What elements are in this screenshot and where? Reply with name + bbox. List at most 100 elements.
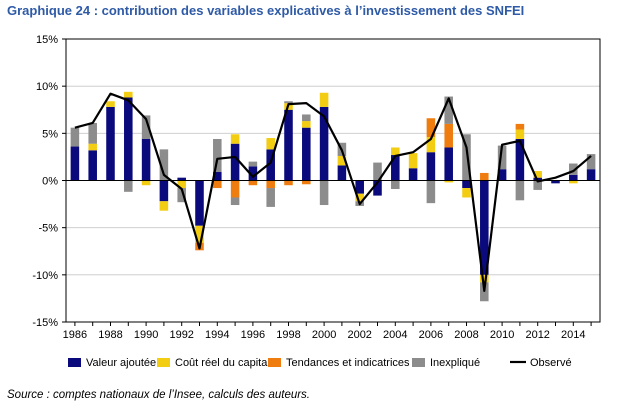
bar-va-1992	[177, 177, 186, 181]
bar-cout-2014	[569, 180, 578, 184]
x-axis-ticks: 1986 1988 1990 1992 1994 1996 1998 2000 2002 2004…	[63, 322, 592, 341]
bar-cout-2000	[319, 92, 329, 107]
bar-cout-2012	[533, 171, 542, 178]
y-axis-ticks: 15% 10% 5% 0% -5% -10% -15%	[32, 34, 66, 329]
bar-cout-2005	[408, 153, 418, 169]
bar-tend-2011	[515, 123, 525, 130]
bar-va-1990	[141, 138, 151, 181]
bar-va-2011	[515, 138, 525, 181]
bar-cout-1989	[124, 91, 133, 98]
legend-label-inex: Inexpliqué	[430, 357, 480, 369]
bar-cout-2001	[337, 155, 347, 166]
bar-va-1997	[266, 149, 275, 181]
bar-va-2004	[391, 155, 400, 181]
bar-va-2007	[444, 147, 453, 181]
bar-va-1988	[106, 106, 115, 181]
bar-inex-2010	[497, 145, 507, 170]
x-tick-label: 2004	[383, 329, 407, 341]
x-tick-label: 1988	[98, 329, 122, 341]
bar-va-1998	[284, 109, 293, 181]
bar-va-1995	[230, 143, 240, 181]
y-tick-label: -5%	[38, 223, 58, 235]
bar-tend-1998	[284, 180, 293, 186]
y-tick-label: 15%	[36, 34, 58, 46]
bar-inex-1987	[88, 122, 97, 144]
bar-inex-1995	[230, 197, 240, 206]
source-note: Source : comptes nationaux de l’Insee, c…	[7, 389, 311, 401]
bars	[70, 91, 596, 302]
legend-swatch-va	[68, 358, 81, 367]
legend-swatch-tend	[268, 358, 281, 367]
bar-va-2005	[408, 168, 418, 181]
bar-cout-1995	[230, 134, 240, 144]
bar-tend-1994	[213, 180, 222, 189]
legend: Valeur ajoutée Coût réel du capital Tendan…	[68, 357, 572, 369]
bar-inex-2004	[391, 180, 400, 189]
bar-inex-2011	[515, 180, 525, 201]
bar-inex-1997	[266, 188, 275, 207]
bar-tend-2007	[444, 123, 453, 148]
bar-va-1993	[195, 180, 204, 226]
x-tick-label: 2006	[419, 329, 443, 341]
bar-va-1987	[88, 150, 97, 181]
bar-va-2003	[373, 180, 382, 196]
bar-inex-2014	[569, 163, 578, 175]
bar-va-1999	[302, 127, 311, 181]
bar-va-1994	[213, 172, 222, 181]
bar-va-2009	[480, 180, 489, 275]
x-tick-label: 2010	[490, 329, 514, 341]
x-tick-label: 2008	[454, 329, 478, 341]
bar-va-2000	[319, 106, 329, 181]
observed-line-layer	[74, 92, 592, 292]
bar-cout-1997	[266, 138, 275, 150]
bar-va-1991	[159, 180, 169, 202]
bar-inex-1998	[284, 101, 293, 104]
bar-cout-1993	[195, 225, 204, 243]
legend-swatch-inex	[412, 358, 425, 367]
legend-label-tend: Tendances et indicatrices	[286, 357, 410, 369]
bar-inex-1994	[213, 138, 222, 173]
bar-cout-1991	[159, 201, 169, 211]
x-tick-label: 1996	[241, 329, 265, 341]
bar-inex-2015	[586, 154, 596, 170]
bar-va-1996	[248, 166, 258, 181]
observed-line	[74, 92, 592, 292]
bar-inex-2003	[373, 162, 382, 181]
bar-va-2006	[426, 152, 436, 181]
bar-tend-2006	[426, 118, 436, 138]
x-tick-label: 1994	[205, 329, 229, 341]
bar-inex-2012	[533, 180, 542, 190]
x-tick-label: 1990	[134, 329, 158, 341]
bar-cout-2009	[480, 274, 489, 283]
bar-va-1986	[70, 146, 80, 181]
bar-cout-2011	[515, 129, 525, 139]
bar-tend-1995	[230, 180, 240, 198]
bar-cout-2004	[391, 147, 400, 156]
bar-cout-2002	[355, 193, 364, 202]
bar-inex-1996	[248, 161, 258, 167]
chart-title: Graphique 24 : contribution des variable…	[7, 3, 525, 18]
bar-cout-1990	[141, 180, 151, 186]
bar-va-2013	[551, 180, 560, 184]
bar-inex-2000	[319, 180, 329, 206]
y-tick-label: -10%	[32, 270, 58, 282]
bar-cout-2007	[444, 180, 453, 183]
bar-va-2014	[569, 174, 578, 181]
x-tick-label: 1992	[169, 329, 193, 341]
y-tick-label: 5%	[42, 128, 58, 140]
bar-inex-1990	[141, 115, 151, 139]
x-tick-label: 2014	[561, 329, 585, 341]
bar-inex-1989	[124, 180, 133, 192]
y-tick-label: 0%	[42, 176, 58, 188]
y-tick-label: -15%	[32, 317, 58, 329]
bar-cout-1999	[302, 121, 311, 128]
bar-cout-1992	[177, 180, 186, 189]
legend-label-va: Valeur ajoutée	[86, 357, 156, 369]
bar-inex-2008	[462, 134, 471, 181]
bar-va-2010	[497, 169, 507, 181]
legend-label-obs: Observé	[530, 357, 572, 369]
bar-inex-1999	[302, 114, 311, 122]
bar-va-2002	[355, 180, 364, 194]
y-tick-label: 10%	[36, 81, 58, 93]
